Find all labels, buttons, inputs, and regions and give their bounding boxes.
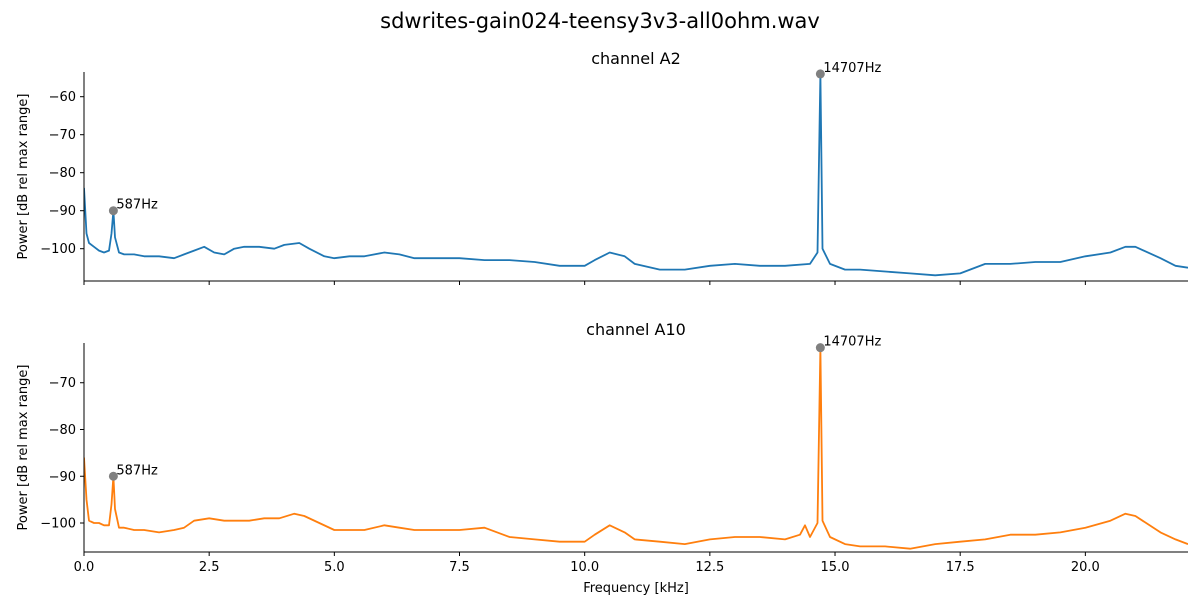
subplot-channel-a10: channel A10 587Hz 14707Hz 0.0 2.5 5.0 7.5 10.0 1… <box>16 320 1188 596</box>
y-tick-label: −100 <box>40 517 76 532</box>
x-tick-label: 12.5 <box>695 560 724 575</box>
y-axis-label: Power [dB rel max range] <box>16 365 31 531</box>
y-tick-label: −70 <box>49 376 76 391</box>
x-tick-label: 2.5 <box>199 560 220 575</box>
x-axis-label: Frequency [kHz] <box>583 581 689 596</box>
peak-label: 587Hz <box>116 198 158 213</box>
x-tick-label: 10.0 <box>570 560 599 575</box>
peak-label: 587Hz <box>116 463 158 478</box>
peak-label: 14707Hz <box>823 61 881 76</box>
x-tick-label: 17.5 <box>946 560 975 575</box>
series-line <box>84 346 1188 550</box>
peak-marker <box>108 206 118 216</box>
peak-marker <box>108 471 118 481</box>
peak-marker <box>815 69 825 79</box>
y-tick-label: −80 <box>49 166 76 181</box>
figure-title: sdwrites-gain024-teensy3v3-all0ohm.wav <box>380 9 820 33</box>
x-tick-label: 15.0 <box>821 560 850 575</box>
series-line <box>84 73 1188 277</box>
y-tick-label: −60 <box>49 90 76 105</box>
subplot-channel-a2: channel A2 587Hz 14707Hz −100 −90 −80 −70 −60 Po… <box>16 49 1188 285</box>
y-tick-label: −90 <box>49 204 76 219</box>
x-tick-label: 5.0 <box>324 560 345 575</box>
y-tick-label: −80 <box>49 423 76 438</box>
peak-marker <box>815 343 825 353</box>
y-tick-label: −90 <box>49 470 76 485</box>
y-tick-label: −100 <box>40 242 76 257</box>
x-tick-label: 20.0 <box>1071 560 1100 575</box>
peak-label: 14707Hz <box>823 335 881 350</box>
subplot-title: channel A2 <box>591 49 681 68</box>
y-axis-label: Power [dB rel max range] <box>16 94 31 260</box>
subplot-title: channel A10 <box>586 320 686 339</box>
x-tick-label: 0.0 <box>74 560 95 575</box>
y-tick-label: −70 <box>49 128 76 143</box>
x-tick-label: 7.5 <box>449 560 470 575</box>
